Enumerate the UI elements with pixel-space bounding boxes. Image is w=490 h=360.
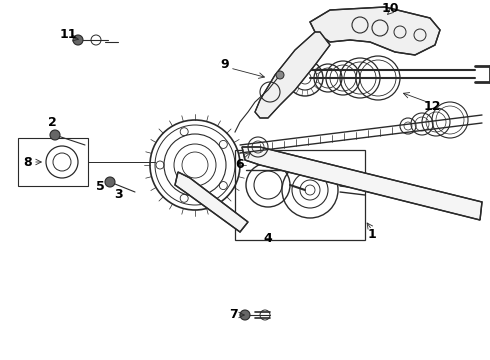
Text: 10: 10 bbox=[381, 1, 399, 14]
Text: 7: 7 bbox=[229, 309, 237, 321]
Circle shape bbox=[240, 310, 250, 320]
Text: 5: 5 bbox=[96, 180, 104, 193]
Circle shape bbox=[73, 35, 83, 45]
Text: 4: 4 bbox=[264, 231, 272, 244]
Circle shape bbox=[276, 71, 284, 79]
Circle shape bbox=[50, 130, 60, 140]
Bar bbox=[235, 150, 365, 240]
Text: 9: 9 bbox=[220, 58, 229, 72]
Text: 6: 6 bbox=[236, 158, 245, 171]
Text: 11: 11 bbox=[59, 28, 77, 41]
Text: 8: 8 bbox=[24, 156, 32, 168]
Bar bbox=[18, 138, 88, 186]
Polygon shape bbox=[242, 147, 482, 220]
Polygon shape bbox=[175, 172, 248, 232]
Text: 12: 12 bbox=[423, 100, 441, 113]
Circle shape bbox=[105, 177, 115, 187]
Text: 3: 3 bbox=[114, 189, 122, 202]
Text: 2: 2 bbox=[48, 116, 56, 129]
Text: 1: 1 bbox=[368, 229, 376, 242]
Polygon shape bbox=[255, 32, 330, 118]
Polygon shape bbox=[310, 7, 440, 55]
